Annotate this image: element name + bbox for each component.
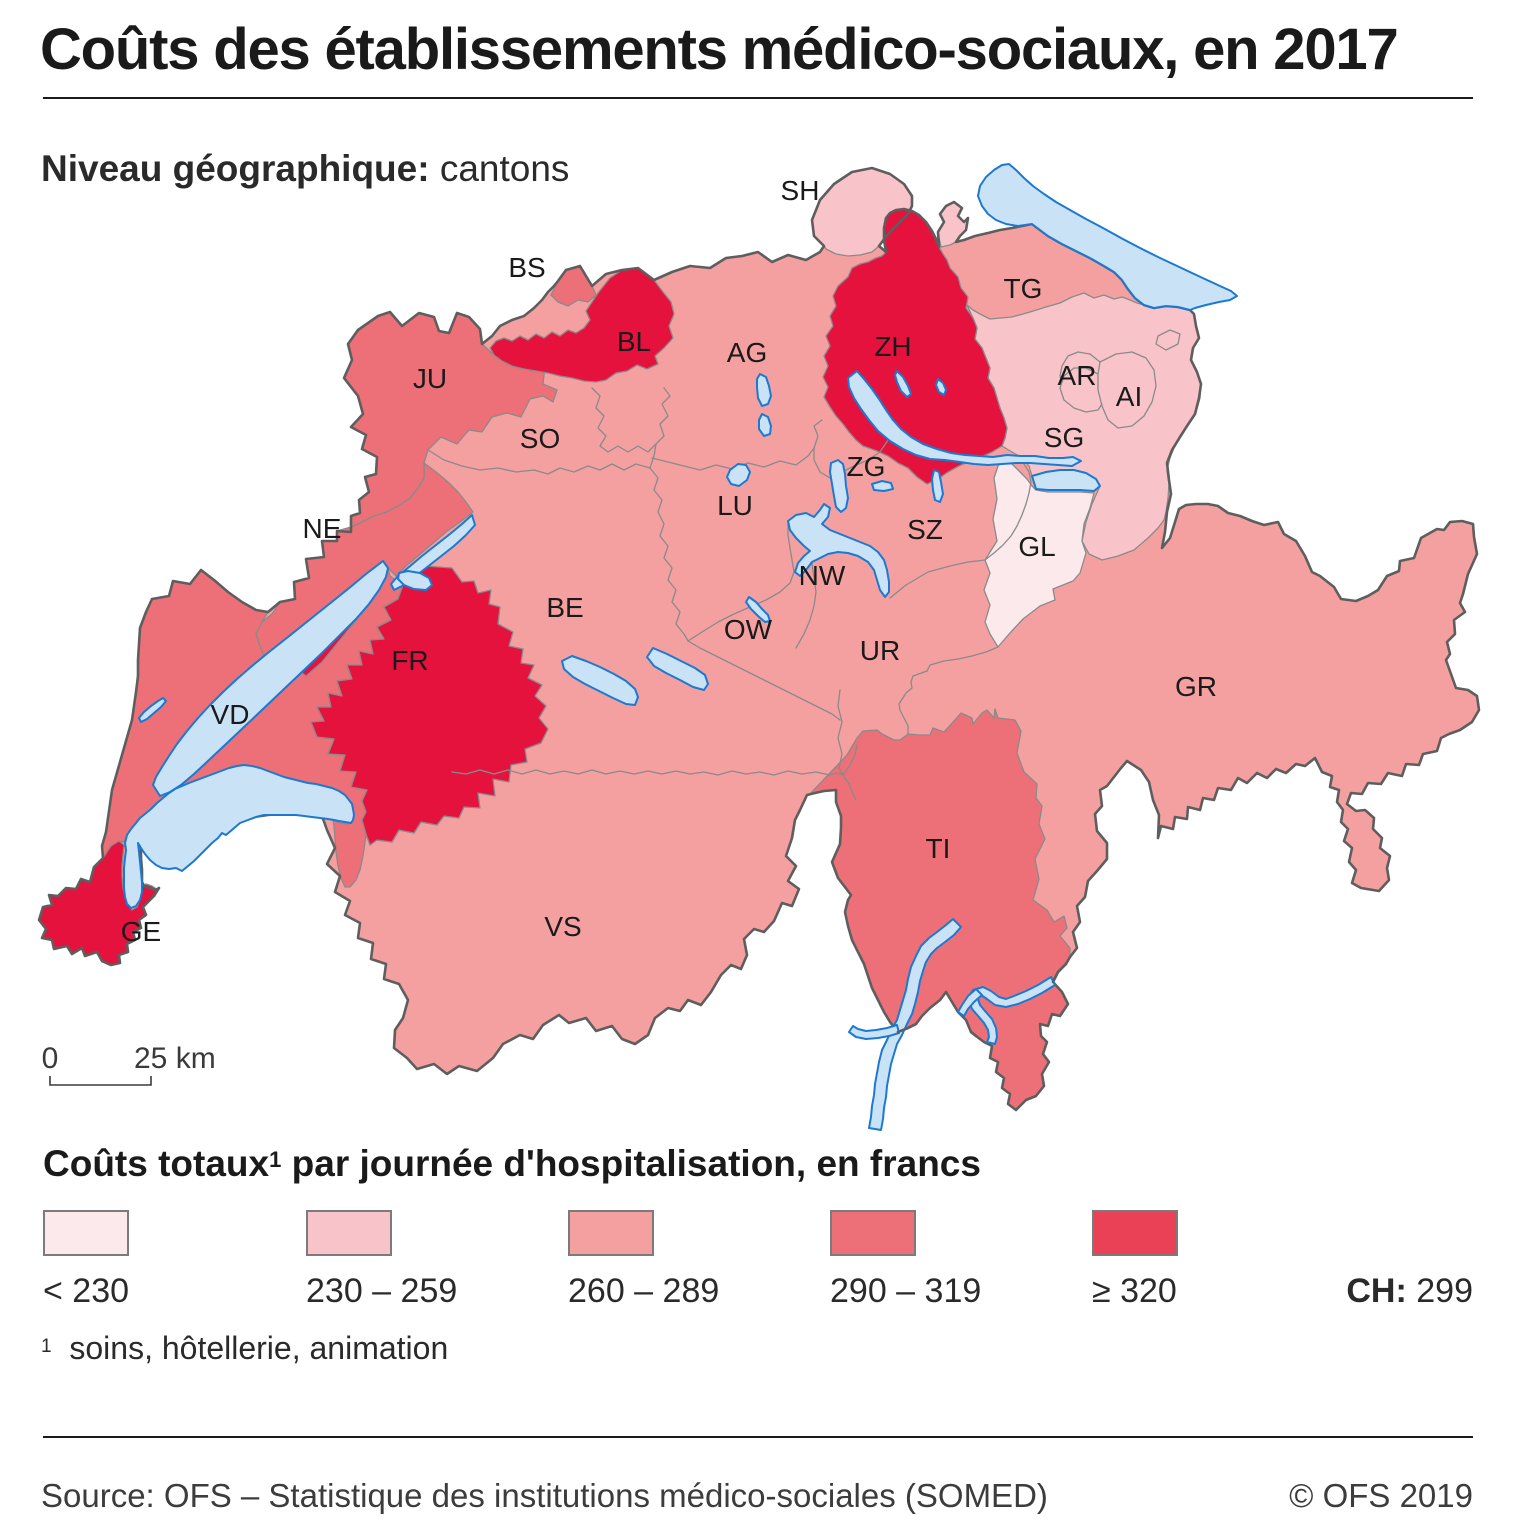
svg-text:TG: TG (1004, 273, 1043, 304)
svg-text:TI: TI (926, 833, 951, 864)
svg-text:AR: AR (1058, 360, 1097, 391)
svg-text:UR: UR (860, 635, 900, 666)
svg-text:NE: NE (303, 513, 342, 544)
svg-text:GL: GL (1018, 531, 1055, 562)
svg-text:LU: LU (717, 490, 753, 521)
svg-text:ZG: ZG (847, 451, 886, 482)
svg-text:AI: AI (1116, 381, 1142, 412)
svg-text:VD: VD (211, 699, 250, 730)
svg-text:SH: SH (781, 175, 820, 206)
svg-text:VS: VS (544, 911, 581, 942)
svg-text:SG: SG (1044, 422, 1084, 453)
svg-text:SO: SO (520, 423, 560, 454)
svg-text:ZH: ZH (874, 331, 911, 362)
svg-text:FR: FR (391, 645, 428, 676)
svg-text:BL: BL (617, 326, 651, 357)
svg-text:NW: NW (799, 560, 846, 591)
svg-text:AG: AG (727, 337, 767, 368)
svg-text:BS: BS (508, 252, 545, 283)
svg-text:GR: GR (1175, 671, 1217, 702)
svg-text:GE: GE (121, 916, 161, 947)
svg-text:JU: JU (413, 363, 447, 394)
svg-text:OW: OW (724, 614, 773, 645)
svg-text:0: 0 (42, 1042, 59, 1075)
svg-text:25 km: 25 km (134, 1042, 216, 1075)
svg-text:BE: BE (546, 592, 583, 623)
svg-text:SZ: SZ (907, 514, 943, 545)
